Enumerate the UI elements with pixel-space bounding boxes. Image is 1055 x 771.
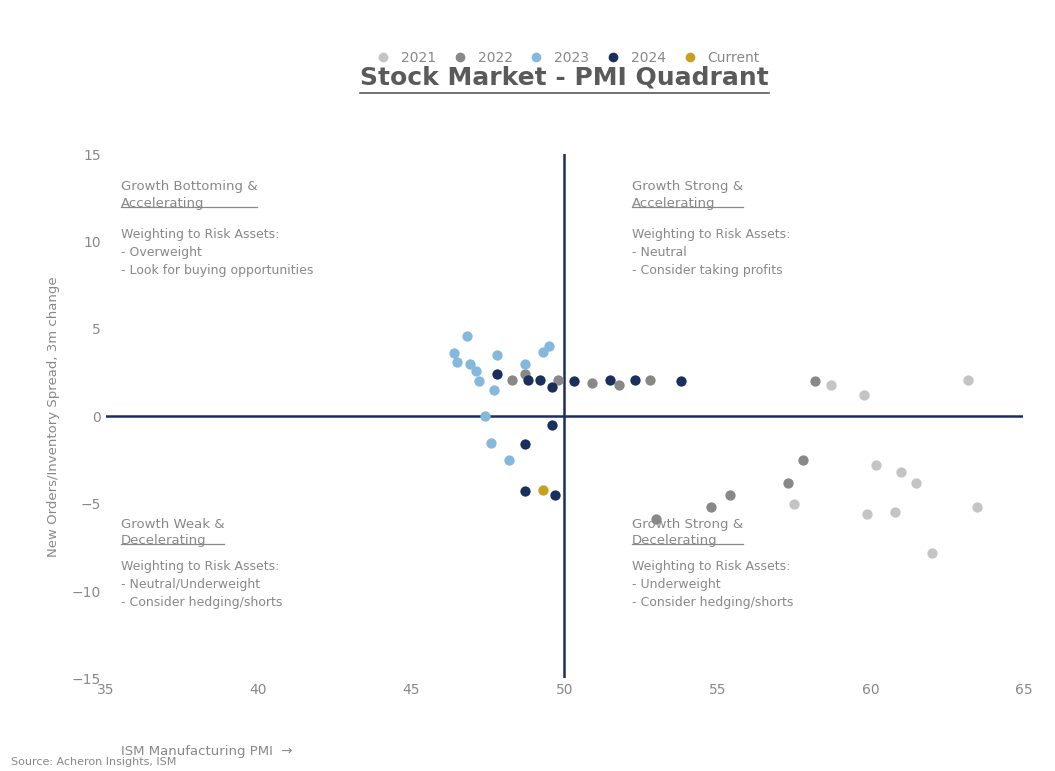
Point [583, 377, 600, 389]
Point [535, 483, 552, 496]
Point [785, 497, 802, 510]
Point [446, 347, 463, 359]
Point [449, 356, 466, 369]
Point [907, 476, 924, 489]
Point [532, 373, 549, 386]
Point [601, 373, 618, 386]
Point [641, 373, 658, 386]
Point [516, 438, 533, 450]
Point [648, 513, 665, 526]
Point [960, 373, 977, 386]
Point [477, 410, 494, 423]
Point [627, 373, 644, 386]
Point [504, 373, 521, 386]
Point [543, 419, 560, 431]
Y-axis label: New Orders/Inventory Spread, 3m change: New Orders/Inventory Spread, 3m change [47, 276, 60, 557]
Point [780, 476, 797, 489]
Text: Weighting to Risk Assets:
- Overweight
- Look for buying opportunities: Weighting to Risk Assets: - Overweight -… [120, 227, 313, 277]
Point [488, 349, 505, 362]
Text: Growth Strong &
Accelerating: Growth Strong & Accelerating [632, 180, 743, 210]
Point [471, 375, 487, 388]
Point [893, 466, 909, 479]
Point [516, 369, 533, 381]
Text: Source: Acheron Insights, ISM: Source: Acheron Insights, ISM [11, 757, 176, 767]
Point [794, 454, 811, 466]
Text: Growth Strong &
Decelerating: Growth Strong & Decelerating [632, 517, 743, 547]
Text: Growth Bottoming &
Accelerating: Growth Bottoming & Accelerating [120, 180, 257, 210]
Text: Weighting to Risk Assets:
- Underweight
- Consider hedging/shorts: Weighting to Risk Assets: - Underweight … [632, 560, 793, 608]
Text: Weighting to Risk Assets:
- Neutral/Underweight
- Consider hedging/shorts: Weighting to Risk Assets: - Neutral/Unde… [120, 560, 282, 608]
Point [822, 379, 839, 391]
Point [868, 459, 885, 471]
Point [540, 340, 557, 352]
Point [488, 369, 505, 381]
Point [501, 454, 518, 466]
Text: Growth Weak &
Decelerating: Growth Weak & Decelerating [120, 517, 225, 547]
Point [546, 489, 563, 501]
Title: Stock Market - PMI Quadrant: Stock Market - PMI Quadrant [360, 66, 769, 89]
Point [565, 375, 582, 388]
Point [516, 485, 533, 497]
Point [722, 489, 738, 501]
Point [458, 330, 475, 342]
Point [611, 379, 628, 391]
Point [461, 358, 478, 370]
Point [672, 375, 689, 388]
Point [535, 345, 552, 358]
Point [703, 501, 720, 513]
Text: ISM Manufacturing PMI  →: ISM Manufacturing PMI → [120, 745, 292, 758]
Point [543, 380, 560, 392]
Point [519, 373, 536, 386]
Point [859, 508, 876, 520]
Point [550, 373, 567, 386]
Point [886, 507, 903, 519]
Point [467, 365, 484, 377]
Text: Weighting to Risk Assets:
- Neutral
- Consider taking profits: Weighting to Risk Assets: - Neutral - Co… [632, 227, 790, 277]
Legend: 2021, 2022, 2023, 2024, Current: 2021, 2022, 2023, 2024, Current [363, 45, 766, 71]
Point [968, 501, 985, 513]
Point [485, 384, 502, 396]
Point [482, 436, 499, 449]
Point [807, 375, 824, 388]
Point [923, 547, 940, 559]
Point [516, 358, 533, 370]
Point [856, 389, 872, 402]
